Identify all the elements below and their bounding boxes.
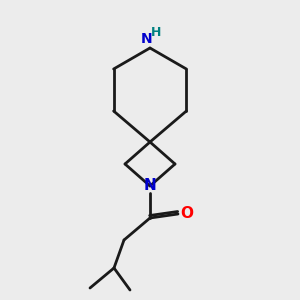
Text: H: H	[151, 26, 161, 39]
Text: N: N	[141, 32, 153, 46]
Text: N: N	[144, 178, 156, 194]
Text: O: O	[181, 206, 194, 221]
